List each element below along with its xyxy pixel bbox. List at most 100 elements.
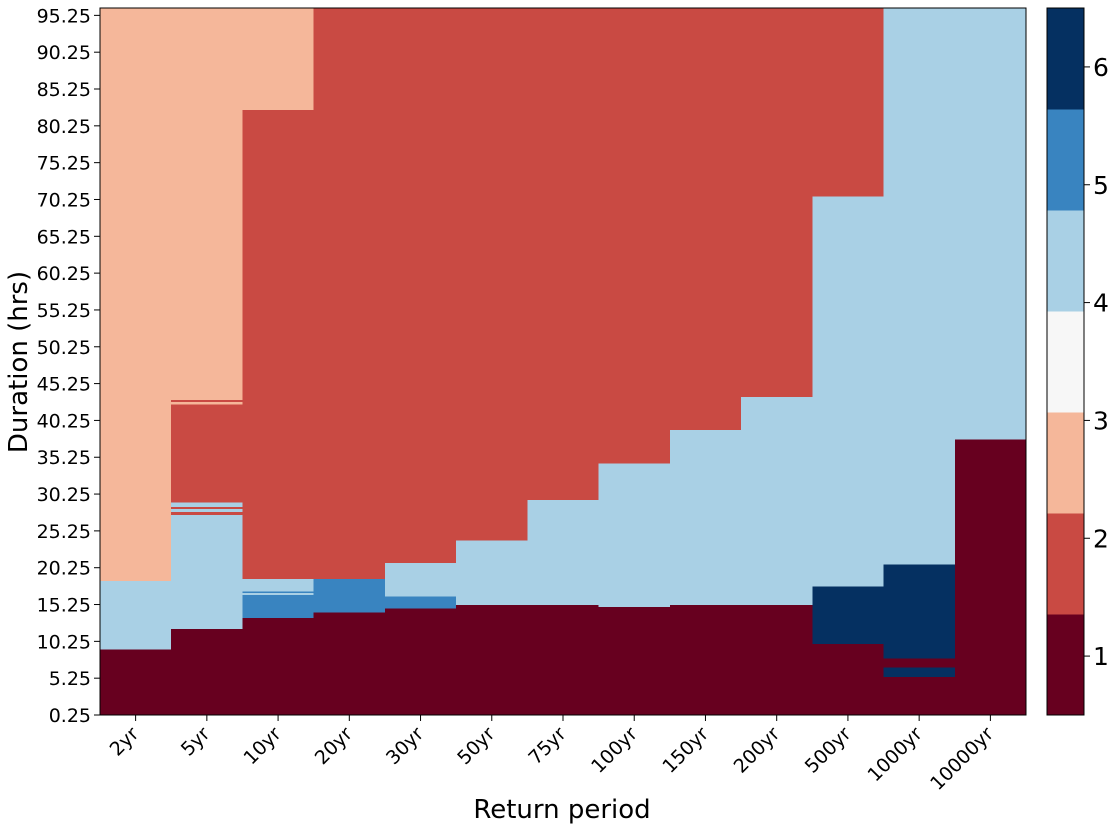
- heatmap-cell-10000yr-0: [954, 438, 1027, 716]
- y-tick-label: 35.25: [37, 447, 91, 469]
- x-tick-label: 200yr: [730, 723, 785, 778]
- heatmap-cell-10000yr-1: [954, 8, 1027, 440]
- heatmap-cell-5yr-2: [171, 511, 244, 515]
- x-tick-label: 150yr: [658, 723, 713, 778]
- heatmap-cell-30yr-1: [384, 596, 457, 609]
- colorbar-band-5: [1047, 109, 1084, 211]
- y-tick-label: 5.25: [49, 668, 91, 690]
- x-tick-label: 10yr: [239, 723, 285, 769]
- heatmap-cell-50yr-0: [456, 604, 528, 716]
- heatmap-cell-10yr-2: [242, 592, 315, 596]
- heatmap-cell-5yr-0: [171, 628, 244, 716]
- heatmap-cell-1000yr-0: [883, 676, 956, 716]
- heatmap-cell-1000yr-3: [883, 564, 956, 659]
- y-tick-label: 45.25: [37, 374, 91, 396]
- x-axis: 2yr 5yr 10yr 20yr 30yr 50yr 75yr 100yr 150yr 200y…: [106, 715, 998, 795]
- colorbar: 1 2 3 4 5 6: [1046, 7, 1109, 716]
- heatmap-cell-2yr-2: [100, 8, 172, 582]
- heatmap-cell-1000yr-1: [883, 667, 956, 677]
- colorbar-tick-label: 3: [1093, 406, 1109, 435]
- heatmap-cell-5yr-5: [171, 501, 244, 507]
- y-tick-label: 40.25: [37, 410, 91, 432]
- y-tick-label: 60.25: [37, 263, 91, 285]
- y-tick-label: 95.25: [37, 5, 91, 27]
- heatmap-cell-200yr-2: [741, 8, 813, 398]
- heatmap-cell-30yr-0: [384, 607, 457, 716]
- x-tick-label: 20yr: [311, 723, 357, 769]
- heatmap-cell-20yr-1: [313, 578, 386, 613]
- y-tick-label: 30.25: [37, 484, 91, 506]
- heatmap-cell-100yr-1: [598, 462, 671, 607]
- heatmap-cell-5yr-8: [171, 399, 244, 403]
- x-axis-title: Return period: [473, 795, 650, 825]
- x-tick-label: 5yr: [177, 723, 215, 761]
- x-tick-label: 50yr: [453, 723, 499, 769]
- heatmap-cell-2yr-1: [100, 580, 172, 650]
- x-tick-label: 10000yr: [926, 723, 998, 795]
- heatmap-cell-500yr-0: [812, 643, 885, 716]
- heatmap-cell-10yr-0: [242, 617, 315, 716]
- heatmap-cell-1000yr-4: [883, 8, 956, 565]
- heatmap-cell-100yr-2: [598, 8, 671, 464]
- x-tick-label: 1000yr: [863, 723, 926, 786]
- y-tick-label: 65.25: [37, 226, 91, 248]
- x-tick-label: 30yr: [382, 723, 428, 769]
- heatmap-cells: [100, 8, 1027, 716]
- heatmap-cell-1000yr-2: [883, 657, 956, 668]
- heatmap-cell-5yr-6: [171, 403, 244, 503]
- y-tick-label: 15.25: [37, 595, 91, 617]
- heatmap-cell-10yr-1: [242, 594, 315, 619]
- heatmap-cell-75yr-2: [527, 8, 600, 501]
- y-tick-label: 20.25: [37, 558, 91, 580]
- y-tick-label: 85.25: [37, 79, 91, 101]
- heatmap-cell-5yr-3: [171, 508, 244, 512]
- heatmap-cell-75yr-0: [527, 604, 600, 716]
- colorbar-tick-label: 6: [1093, 53, 1109, 82]
- heatmap-cell-10yr-6: [242, 8, 315, 110]
- colorbar-tick-label: 4: [1093, 289, 1109, 318]
- heatmap-cell-5yr-4: [171, 506, 244, 510]
- heatmap-cell-5yr-1: [171, 514, 244, 630]
- y-tick-label: 50.25: [37, 337, 91, 359]
- heatmap-cell-150yr-2: [669, 8, 742, 431]
- y-tick-label: 90.25: [37, 42, 91, 64]
- heatmap-cell-2yr-0: [100, 648, 172, 716]
- heatmap-cell-100yr-0: [598, 606, 671, 716]
- y-axis-title: Duration (hrs): [4, 271, 34, 453]
- heatmap-cell-10yr-5: [242, 109, 315, 579]
- heatmap-cell-20yr-0: [313, 611, 386, 716]
- heatmap-cell-50yr-2: [456, 8, 528, 541]
- heatmap-cell-30yr-2: [384, 562, 457, 597]
- y-tick-label: 0.25: [49, 705, 91, 727]
- heatmap-cell-150yr-0: [669, 604, 742, 716]
- y-tick-label: 80.25: [37, 116, 91, 138]
- colorbar-tick-label: 1: [1093, 642, 1109, 671]
- heatmap-cell-5yr-7: [171, 401, 244, 405]
- y-tick-label: 75.25: [37, 153, 91, 175]
- x-tick-label: 75yr: [524, 723, 570, 769]
- heatmap-cell-150yr-1: [669, 429, 742, 606]
- x-tick-label: 100yr: [587, 723, 642, 778]
- y-tick-label: 10.25: [37, 631, 91, 653]
- colorbar-tick-label: 5: [1093, 171, 1109, 200]
- x-tick-label: 500yr: [801, 723, 856, 778]
- colorbar-frame: [1046, 7, 1085, 716]
- colorbar-band-2: [1047, 412, 1084, 514]
- y-axis: 0.25 5.25 10.25 15.25 20.25 25.25 30.25 35.25 40…: [37, 5, 100, 727]
- heatmap-cell-200yr-1: [741, 396, 813, 606]
- colorbar-band-1: [1047, 513, 1084, 615]
- heatmap-cell-10yr-4: [242, 578, 315, 592]
- y-tick-label: 55.25: [37, 300, 91, 322]
- heatmap-cell-30yr-3: [384, 8, 457, 563]
- colorbar-band-6: [1047, 8, 1084, 110]
- colorbar-band-0: [1047, 614, 1084, 716]
- heatmap-cell-75yr-1: [527, 499, 600, 606]
- heatmap-cell-500yr-2: [812, 195, 885, 587]
- heatmap-cell-500yr-3: [812, 8, 885, 197]
- heatmap-cell-5yr-9: [171, 8, 244, 401]
- colorbar-tick-label: 2: [1093, 524, 1109, 553]
- colorbar-band-3: [1047, 311, 1084, 413]
- heatmap-cell-20yr-2: [313, 8, 386, 579]
- heatmap-cell-50yr-1: [456, 540, 528, 606]
